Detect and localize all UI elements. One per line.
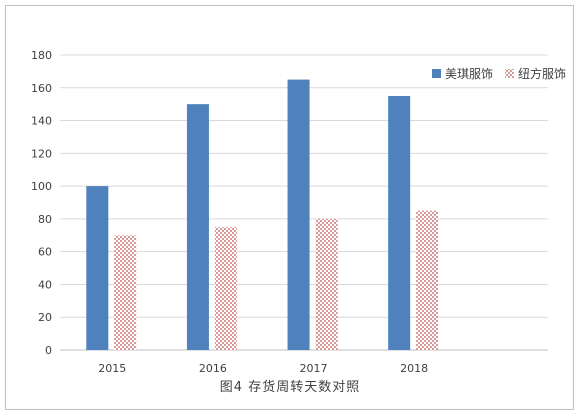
y-tick-label: 160	[31, 82, 52, 95]
bar-series1-2018	[388, 95, 411, 350]
legend-label: 纽方服饰	[518, 66, 566, 81]
legend-swatch	[432, 69, 441, 78]
legend-label: 美琪服饰	[445, 67, 493, 81]
y-tick-label: 100	[31, 180, 52, 193]
x-tick-label: 2016	[199, 362, 227, 375]
bars	[86, 79, 439, 351]
y-axis-ticks: 0 20 40 60 80 100 120 140 160 180	[31, 49, 52, 357]
legend: 美琪服饰 纽方服饰	[432, 66, 566, 81]
y-tick-label: 20	[38, 311, 52, 324]
y-tick-label: 80	[38, 213, 52, 226]
y-tick-label: 60	[38, 246, 52, 259]
bar-series1-2017	[287, 79, 310, 350]
figure-caption: 图4 存货周转天数对照	[219, 380, 361, 395]
bar-series2-2018	[416, 210, 439, 350]
y-tick-label: 120	[31, 147, 52, 160]
x-tick-label: 2015	[98, 362, 126, 375]
bar-series1-2015	[86, 186, 109, 350]
legend-swatch	[505, 69, 514, 78]
bar-series1-2016	[186, 104, 209, 351]
x-axis-ticks: 2015 2016 2017 2018	[98, 362, 428, 375]
bar-series2-2017	[315, 218, 338, 350]
x-tick-label: 2018	[400, 362, 428, 375]
bar-series2-2015	[114, 235, 137, 350]
x-tick-label: 2017	[300, 362, 328, 375]
y-tick-label: 140	[31, 115, 52, 128]
y-tick-label: 180	[31, 49, 52, 62]
y-tick-label: 0	[45, 344, 52, 357]
y-tick-label: 40	[38, 278, 52, 291]
bar-series2-2016	[214, 227, 237, 350]
